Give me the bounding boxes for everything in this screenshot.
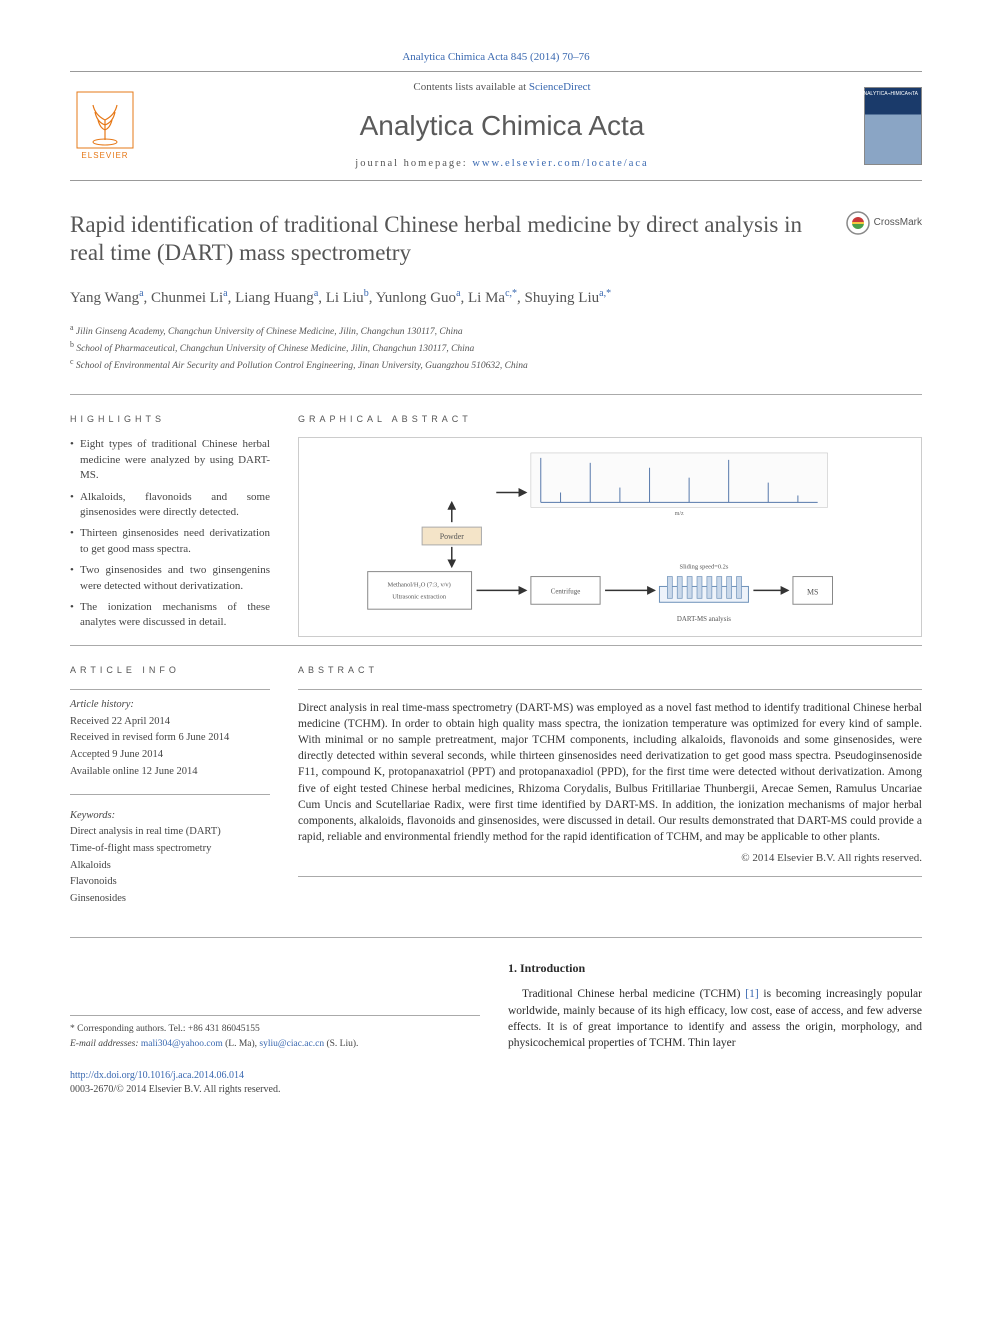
svg-text:Sliding speed=0.2s: Sliding speed=0.2s: [680, 564, 729, 571]
highlight-item: Thirteen ginsenosides need derivatizatio…: [70, 526, 270, 557]
corresponding-tel: * Corresponding authors. Tel.: +86 431 8…: [70, 1022, 480, 1036]
contents-line: Contents lists available at ScienceDirec…: [140, 80, 864, 95]
journal-header: ELSEVIER Contents lists available at Sci…: [70, 71, 922, 180]
journal-name: Analytica Chimica Acta: [140, 106, 864, 145]
top-citation: Analytica Chimica Acta 845 (2014) 70–76: [70, 50, 922, 65]
history-line: Available online 12 June 2014: [70, 765, 270, 780]
elsevier-label: ELSEVIER: [81, 150, 128, 161]
highlight-item: Eight types of traditional Chinese herba…: [70, 437, 270, 483]
abstract-text: Direct analysis in real time-mass spectr…: [298, 700, 922, 845]
journal-cover-thumbnail: [864, 87, 922, 165]
divider: [70, 937, 922, 938]
ref-link-1[interactable]: [1]: [745, 988, 758, 1000]
svg-text:Methanol/H₂O (7:3, v/v): Methanol/H₂O (7:3, v/v): [388, 582, 451, 589]
history-line: Received 22 April 2014: [70, 715, 270, 730]
abstract-label: ABSTRACT: [298, 664, 922, 677]
keyword-line: Time-of-flight mass spectrometry: [70, 842, 270, 857]
doi-link[interactable]: http://dx.doi.org/10.1016/j.aca.2014.06.…: [70, 1070, 244, 1081]
keyword-line: Direct analysis in real time (DART): [70, 825, 270, 840]
graphical-abstract-svg: m/z Powder Methanol/H₂O (7:3, v/v) Ultra…: [309, 448, 911, 626]
divider: [70, 394, 922, 395]
elsevier-tree-icon: [75, 90, 135, 150]
corresponding-emails: E-mail addresses: mali304@yahoo.com (L. …: [70, 1037, 480, 1051]
issn-line: 0003-2670/© 2014 Elsevier B.V. All right…: [70, 1083, 922, 1097]
homepage-link[interactable]: www.elsevier.com/locate/aca: [472, 158, 648, 169]
svg-text:DART-MS analysis: DART-MS analysis: [677, 617, 731, 624]
graphical-abstract-section: GRAPHICAL ABSTRACT: [298, 413, 922, 638]
keyword-line: Flavonoids: [70, 875, 270, 890]
highlight-item: The ionization mechanisms of these analy…: [70, 600, 270, 631]
affiliation-c: c School of Environmental Air Security a…: [70, 356, 922, 373]
divider: [298, 876, 922, 877]
email-link-1[interactable]: mali304@yahoo.com: [141, 1039, 223, 1049]
svg-text:m/z: m/z: [675, 512, 684, 518]
divider: [298, 689, 922, 690]
abstract-section: ABSTRACT Direct analysis in real time-ma…: [298, 664, 922, 908]
highlights-label: HIGHLIGHTS: [70, 413, 270, 426]
footer: http://dx.doi.org/10.1016/j.aca.2014.06.…: [70, 1069, 922, 1097]
crossmark-icon: [846, 211, 870, 235]
homepage-prefix: journal homepage:: [355, 158, 472, 169]
highlights-list: Eight types of traditional Chinese herba…: [70, 437, 270, 630]
introduction-text: Traditional Chinese herbal medicine (TCH…: [508, 986, 922, 1050]
highlight-item: Alkaloids, flavonoids and some ginsenosi…: [70, 490, 270, 521]
author-list: Yang Wanga, Chunmei Lia, Liang Huanga, L…: [70, 286, 922, 310]
history-title: Article history:: [70, 698, 270, 713]
svg-text:MS: MS: [807, 588, 818, 597]
divider: [70, 645, 922, 646]
crossmark-badge[interactable]: CrossMark: [846, 211, 922, 235]
svg-text:Ultrasonic extraction: Ultrasonic extraction: [392, 594, 447, 601]
highlight-item: Two ginsenosides and two ginsengenins we…: [70, 563, 270, 594]
svg-text:Centrifuge: Centrifuge: [551, 589, 581, 596]
graphical-abstract-label: GRAPHICAL ABSTRACT: [298, 413, 922, 426]
keyword-line: Alkaloids: [70, 859, 270, 874]
article-title: Rapid identification of traditional Chin…: [70, 211, 846, 269]
graphical-abstract-figure: m/z Powder Methanol/H₂O (7:3, v/v) Ultra…: [298, 437, 922, 637]
keywords-title: Keywords:: [70, 809, 270, 824]
corresponding-authors: * Corresponding authors. Tel.: +86 431 8…: [70, 1015, 480, 1051]
article-info-label: ARTICLE INFO: [70, 664, 270, 677]
elsevier-logo: ELSEVIER: [70, 86, 140, 166]
svg-text:Powder: Powder: [440, 532, 465, 541]
highlights-section: HIGHLIGHTS Eight types of traditional Ch…: [70, 413, 270, 638]
history-line: Received in revised form 6 June 2014: [70, 731, 270, 746]
affiliation-a: a Jilin Ginseng Academy, Changchun Unive…: [70, 322, 922, 339]
affiliations: a Jilin Ginseng Academy, Changchun Unive…: [70, 322, 922, 374]
sciencedirect-link[interactable]: ScienceDirect: [529, 81, 591, 93]
journal-homepage: journal homepage: www.elsevier.com/locat…: [140, 157, 864, 172]
introduction-heading: 1. Introduction: [508, 960, 922, 977]
contents-prefix: Contents lists available at: [413, 81, 528, 93]
abstract-copyright: © 2014 Elsevier B.V. All rights reserved…: [298, 851, 922, 866]
email-label: E-mail addresses:: [70, 1039, 141, 1049]
article-info-section: ARTICLE INFO Article history: Received 2…: [70, 664, 270, 908]
email-link-2[interactable]: syliu@ciac.ac.cn: [259, 1039, 324, 1049]
affiliation-b: b School of Pharmaceutical, Changchun Un…: [70, 339, 922, 356]
crossmark-label: CrossMark: [874, 216, 922, 230]
keyword-line: Ginsenosides: [70, 892, 270, 907]
history-line: Accepted 9 June 2014: [70, 748, 270, 763]
